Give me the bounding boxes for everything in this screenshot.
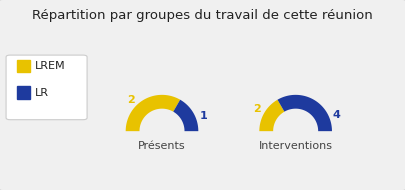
Text: Répartition par groupes du travail de cette réunion: Répartition par groupes du travail de ce…	[32, 10, 373, 22]
Text: 2: 2	[254, 104, 261, 114]
Text: LREM: LREM	[34, 61, 65, 71]
Polygon shape	[173, 100, 198, 131]
Polygon shape	[277, 95, 332, 131]
Text: 1: 1	[200, 111, 207, 121]
Text: Présents: Présents	[138, 141, 186, 151]
FancyBboxPatch shape	[6, 55, 87, 120]
Text: LR: LR	[34, 88, 49, 97]
Polygon shape	[126, 95, 180, 131]
Bar	[17, 86, 30, 99]
Bar	[17, 60, 30, 72]
Polygon shape	[259, 100, 284, 131]
Text: Interventions: Interventions	[259, 141, 333, 151]
Text: 2: 2	[127, 95, 134, 105]
Text: 4: 4	[333, 110, 341, 120]
